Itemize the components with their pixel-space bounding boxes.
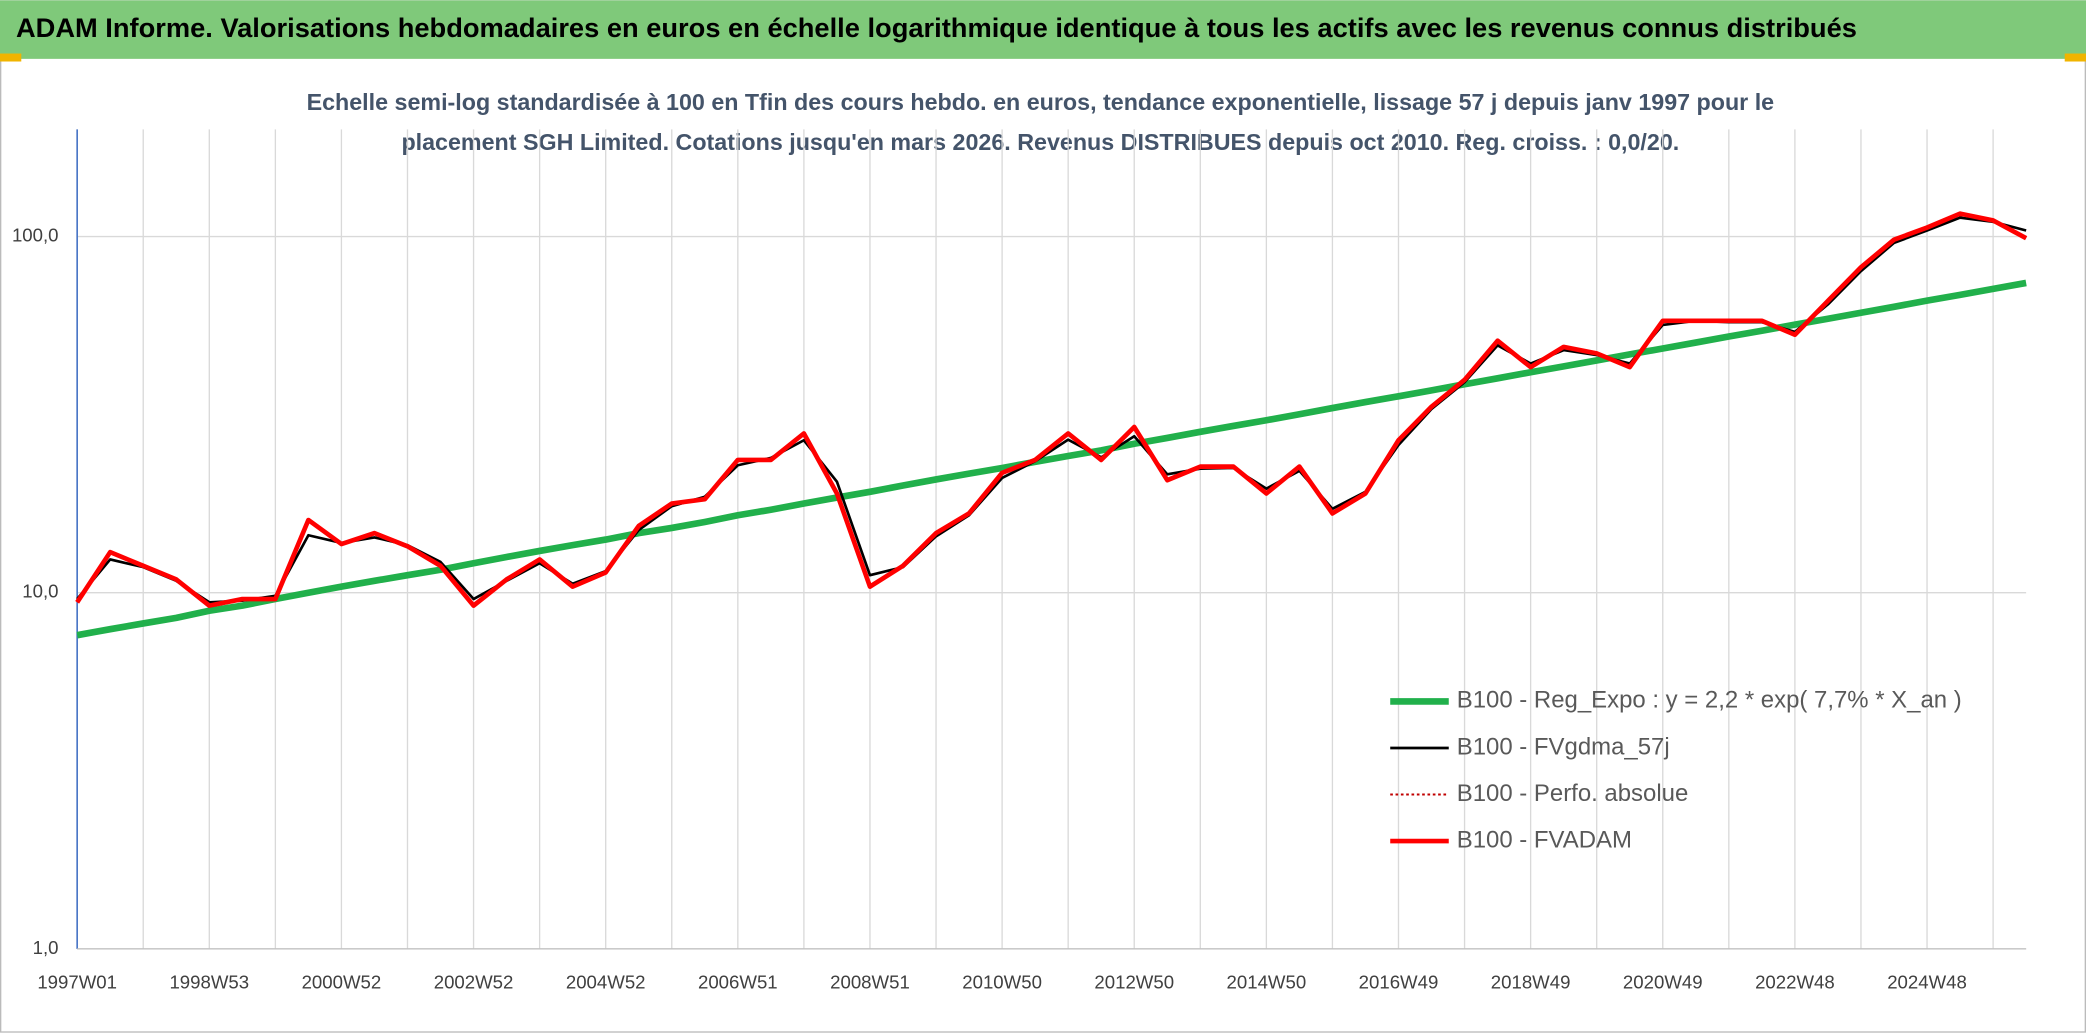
x-tick-label: 2020W49 [1623,971,1703,992]
legend-label: B100 - FVADAM [1457,826,1632,853]
x-tick-label: 2024W48 [1887,971,1967,992]
x-tick-label: 2008W51 [830,971,910,992]
x-tick-label: 2006W51 [698,971,778,992]
page-title: ADAM Informe. Valorisations hebdomadaire… [16,12,1857,43]
series-line [75,211,2028,608]
y-tick-label: 10,0 [22,581,58,602]
x-tick-label: 2016W49 [1359,971,1439,992]
x-tick-label: 2012W50 [1094,971,1174,992]
x-tick-label: 2000W52 [302,971,382,992]
y-tick-label: 100,0 [12,224,59,245]
x-tick-label: 1997W01 [37,971,117,992]
corner-mark [0,53,22,62]
x-tick-label: 2014W50 [1227,971,1307,992]
legend-label: B100 - Reg_Expo : y = 2,2 * exp( 7,7% * … [1457,687,1962,714]
legend-label: B100 - FVgdma_57j [1457,733,1670,760]
series-line [76,279,2027,639]
corner-mark [2064,53,2086,62]
legend-label: B100 - Perfo. absolue [1457,780,1689,807]
x-tick-label: 2004W52 [566,971,646,992]
header-band [0,0,2086,59]
x-tick-label: 2022W48 [1755,971,1835,992]
x-tick-label: 2002W52 [434,971,514,992]
x-tick-label: 2018W49 [1491,971,1571,992]
chart-subtitle: placement SGH Limited. Cotations jusqu'e… [401,129,1679,155]
chart-subtitle: Echelle semi-log standardisée à 100 en T… [307,89,1775,115]
x-tick-label: 1998W53 [169,971,249,992]
y-tick-label: 1,0 [33,937,59,958]
x-tick-label: 2010W50 [962,971,1042,992]
